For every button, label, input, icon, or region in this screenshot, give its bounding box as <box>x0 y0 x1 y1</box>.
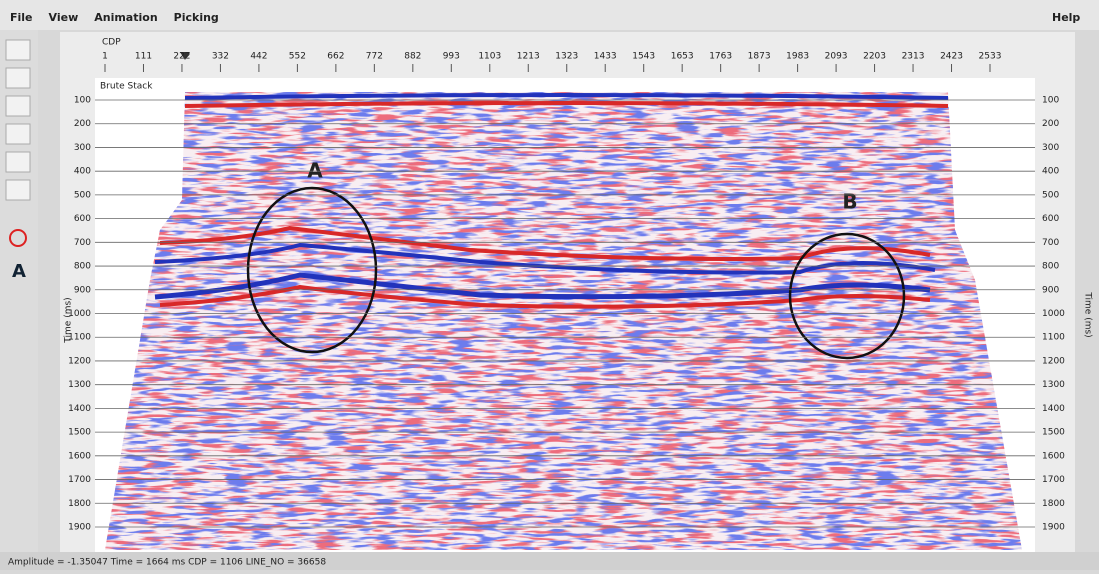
cdp-tick-label: 1213 <box>517 52 540 62</box>
cdp-tick-label: 2203 <box>863 52 886 62</box>
time-tick-label: 900 <box>74 285 91 295</box>
time-tick-label-right: 900 <box>1042 285 1059 295</box>
time-tick-label: 1500 <box>68 428 91 438</box>
cdp-tick-label: 1653 <box>671 52 694 62</box>
annotation-a: A <box>307 159 323 183</box>
time-tick-label-right: 1000 <box>1042 309 1065 319</box>
top-axis-label: CDP <box>102 38 121 48</box>
time-tick-label-right: 1500 <box>1042 428 1065 438</box>
cdp-tick-label: 332 <box>212 52 229 62</box>
time-tick-label-right: 100 <box>1042 96 1059 106</box>
time-tick-label-right: 800 <box>1042 262 1059 272</box>
time-tick-label: 1700 <box>68 475 91 485</box>
time-tick-label-right: 300 <box>1042 143 1059 153</box>
time-tick-label: 800 <box>74 262 91 272</box>
time-tick-label-right: 400 <box>1042 167 1059 177</box>
time-tick-label: 300 <box>74 143 91 153</box>
cdp-tick-label: 1543 <box>632 52 655 62</box>
time-tick-label: 1900 <box>68 523 91 533</box>
time-tick-label-right: 1900 <box>1042 523 1065 533</box>
time-tick-label-right: 1800 <box>1042 499 1065 509</box>
cdp-tick-label: 1103 <box>478 52 501 62</box>
time-tick-label: 1300 <box>68 380 91 390</box>
cdp-tick-label: 772 <box>366 52 383 62</box>
time-tick-label-right: 700 <box>1042 238 1059 248</box>
time-tick-label: 1600 <box>68 451 91 461</box>
cdp-tick-label: 1983 <box>786 52 809 62</box>
time-tick-label: 100 <box>74 96 91 106</box>
cdp-tick-label: 442 <box>250 52 267 62</box>
y-axis-label-right: Time (ms) <box>1083 291 1093 337</box>
time-tick-label-right: 1300 <box>1042 380 1065 390</box>
cdp-tick-label: 1 <box>102 52 108 62</box>
cdp-tick-label: 1763 <box>709 52 732 62</box>
seismic-viewer: Help A A B Brute Stack CDP Time (ms) Tim… <box>0 0 1099 570</box>
time-tick-label-right: 1400 <box>1042 404 1065 414</box>
time-tick-label: 1100 <box>68 333 91 343</box>
time-tick-label: 200 <box>74 119 91 129</box>
time-tick-label: 1800 <box>68 499 91 509</box>
cdp-tick-label: 993 <box>443 52 460 62</box>
cdp-tick-label: 1433 <box>594 52 617 62</box>
menu-item[interactable]: Picking <box>174 11 219 24</box>
time-tick-label: 500 <box>74 190 91 200</box>
menu-help[interactable]: Help <box>1052 11 1080 24</box>
cdp-tick-label: 662 <box>327 52 344 62</box>
time-tick-label: 400 <box>74 167 91 177</box>
menu-item[interactable]: Animation <box>94 11 157 24</box>
menu-item[interactable]: View <box>49 11 79 24</box>
menu-item[interactable]: File <box>10 11 33 24</box>
annotation-b: B <box>842 190 857 214</box>
time-tick-label-right: 1100 <box>1042 333 1065 343</box>
cdp-tick-label: 1873 <box>748 52 771 62</box>
time-tick-label: 1400 <box>68 404 91 414</box>
cdp-tick-label: 1323 <box>555 52 578 62</box>
time-tick-label: 700 <box>74 238 91 248</box>
panel-title: Brute Stack <box>100 82 153 92</box>
cdp-tick-label: 2313 <box>902 52 925 62</box>
time-tick-label: 1200 <box>68 356 91 366</box>
cdp-tick-label: 552 <box>289 52 306 62</box>
cdp-tick-label: 2533 <box>979 52 1002 62</box>
time-tick-label-right: 1200 <box>1042 356 1065 366</box>
time-tick-label: 1000 <box>68 309 91 319</box>
time-tick-label: 600 <box>74 214 91 224</box>
time-tick-label-right: 1600 <box>1042 451 1065 461</box>
tool-text[interactable]: A <box>12 261 26 282</box>
time-tick-label-right: 200 <box>1042 119 1059 129</box>
cdp-tick-label: 2093 <box>825 52 848 62</box>
seismic-section <box>95 90 1035 552</box>
cdp-tick-label: 111 <box>135 52 152 62</box>
cdp-tick-label: 222 <box>173 52 190 62</box>
status-text: Amplitude = -1.35047 Time = 1664 ms CDP … <box>8 558 326 568</box>
cdp-tick-label: 2423 <box>940 52 963 62</box>
time-tick-label-right: 600 <box>1042 214 1059 224</box>
cdp-tick-label: 882 <box>404 52 421 62</box>
time-tick-label-right: 1700 <box>1042 475 1065 485</box>
time-tick-label-right: 500 <box>1042 190 1059 200</box>
menu-bar <box>0 0 1099 30</box>
page: Help A A B Brute Stack CDP Time (ms) Tim… <box>0 0 1099 570</box>
